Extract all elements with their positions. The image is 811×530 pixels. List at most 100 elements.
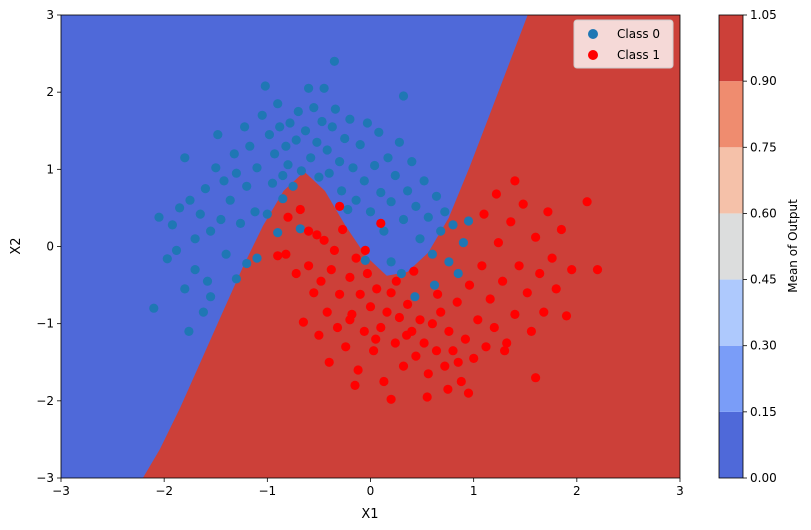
data-point-class0: [242, 181, 252, 191]
data-point-class1: [409, 266, 419, 276]
colorbar-tick-label: 0.15: [750, 405, 777, 419]
data-point-class1: [433, 289, 443, 299]
data-point-class1: [479, 209, 489, 219]
colorbar-tick-label: 0.60: [750, 206, 777, 220]
data-point-class1: [338, 224, 348, 235]
data-point-class0: [260, 81, 270, 91]
data-point-class0: [231, 168, 241, 178]
legend-marker-class0: [588, 29, 598, 39]
data-point-class0: [351, 195, 361, 205]
data-point-class0: [444, 257, 454, 267]
colorbar-segment: [719, 81, 743, 148]
data-point-class0: [267, 178, 278, 188]
y-tick-label: 0: [46, 240, 54, 254]
data-point-class1: [353, 365, 363, 375]
data-point-class0: [175, 203, 185, 213]
data-point-class1: [382, 307, 392, 317]
data-point-class1: [394, 312, 404, 323]
data-point-class1: [326, 265, 336, 275]
data-point-class1: [291, 268, 301, 279]
data-point-class0: [329, 56, 339, 66]
colorbar-tick-label: 0.00: [750, 471, 777, 485]
data-point-class0: [407, 157, 417, 167]
data-point-class0: [419, 176, 429, 186]
data-point-class0: [463, 216, 474, 226]
data-point-class0: [250, 207, 260, 217]
data-point-class0: [273, 228, 283, 238]
y-tick-label: −1: [36, 317, 54, 331]
data-point-class0: [374, 127, 384, 137]
data-point-class1: [359, 326, 369, 336]
data-point-class1: [376, 218, 386, 228]
data-point-class1: [422, 392, 432, 402]
data-point-class1: [322, 307, 332, 317]
data-point-class1: [319, 235, 329, 245]
data-point-class0: [312, 137, 322, 147]
data-point-class1: [539, 307, 549, 317]
data-point-class0: [324, 168, 334, 178]
colorbar-segment: [719, 213, 743, 280]
colorbar-segment: [719, 147, 743, 214]
data-point-class0: [362, 118, 372, 128]
data-point-class1: [298, 317, 308, 327]
data-point-class0: [288, 181, 298, 191]
data-point-class0: [293, 106, 303, 117]
x-tick-label: −2: [155, 484, 173, 498]
data-point-class1: [514, 261, 524, 271]
data-point-class1: [372, 284, 382, 294]
y-tick-label: −3: [36, 471, 54, 485]
data-point-class1: [386, 394, 396, 404]
data-point-class0: [309, 103, 319, 113]
class1-markers: [273, 176, 603, 404]
data-point-class0: [216, 214, 226, 225]
data-point-class1: [561, 311, 572, 321]
data-point-class0: [285, 118, 295, 128]
data-point-class1: [345, 272, 355, 282]
legend-marker-class1: [588, 50, 598, 60]
x-axis: −3 −2 −1 0 1 2 3: [52, 478, 684, 498]
legend-box: [573, 19, 674, 69]
data-point-class0: [386, 257, 396, 267]
data-point-class0: [180, 284, 190, 294]
data-point-class0: [423, 212, 433, 222]
data-point-class1: [592, 265, 603, 275]
data-point-class1: [379, 376, 389, 387]
data-point-class0: [394, 137, 404, 147]
data-point-class0: [440, 207, 450, 217]
data-point-class1: [345, 315, 355, 325]
data-point-class0: [304, 83, 314, 93]
data-point-class0: [345, 114, 355, 124]
data-point-class0: [343, 204, 353, 215]
data-point-class1: [481, 342, 491, 352]
colorbar: 0.00 0.15 0.30 0.45 0.60 0.75 0.90 1.05: [719, 8, 777, 485]
data-point-class1: [309, 288, 319, 298]
y-tick-label: 2: [46, 85, 54, 99]
colorbar-segment: [719, 411, 743, 478]
data-point-class0: [180, 153, 190, 163]
x-tick-label: 0: [367, 484, 375, 498]
data-point-class0: [403, 186, 413, 196]
data-point-class0: [429, 280, 440, 290]
data-point-class1: [582, 197, 592, 207]
data-point-class1: [477, 261, 487, 271]
colorbar-tick-label: 0.45: [750, 273, 777, 287]
x-tick-label: −3: [52, 484, 70, 498]
x-tick-label: 1: [470, 484, 478, 498]
data-point-class1: [567, 265, 577, 275]
data-point-class0: [149, 303, 159, 313]
data-point-class0: [278, 194, 288, 204]
data-point-class1: [473, 315, 483, 325]
data-point-class1: [365, 302, 376, 312]
data-point-class0: [398, 91, 409, 101]
colorbar-tick-label: 0.90: [750, 74, 777, 88]
data-point-class0: [379, 226, 389, 236]
data-point-class0: [360, 255, 370, 265]
data-point-class0: [411, 201, 421, 211]
data-point-class1: [431, 346, 442, 356]
data-point-class0: [431, 191, 442, 201]
data-point-class1: [376, 322, 386, 333]
data-point-class0: [458, 238, 468, 248]
x-tick-label: 2: [573, 484, 581, 498]
y-tick-label: 1: [46, 162, 54, 176]
data-point-class1: [403, 299, 413, 309]
